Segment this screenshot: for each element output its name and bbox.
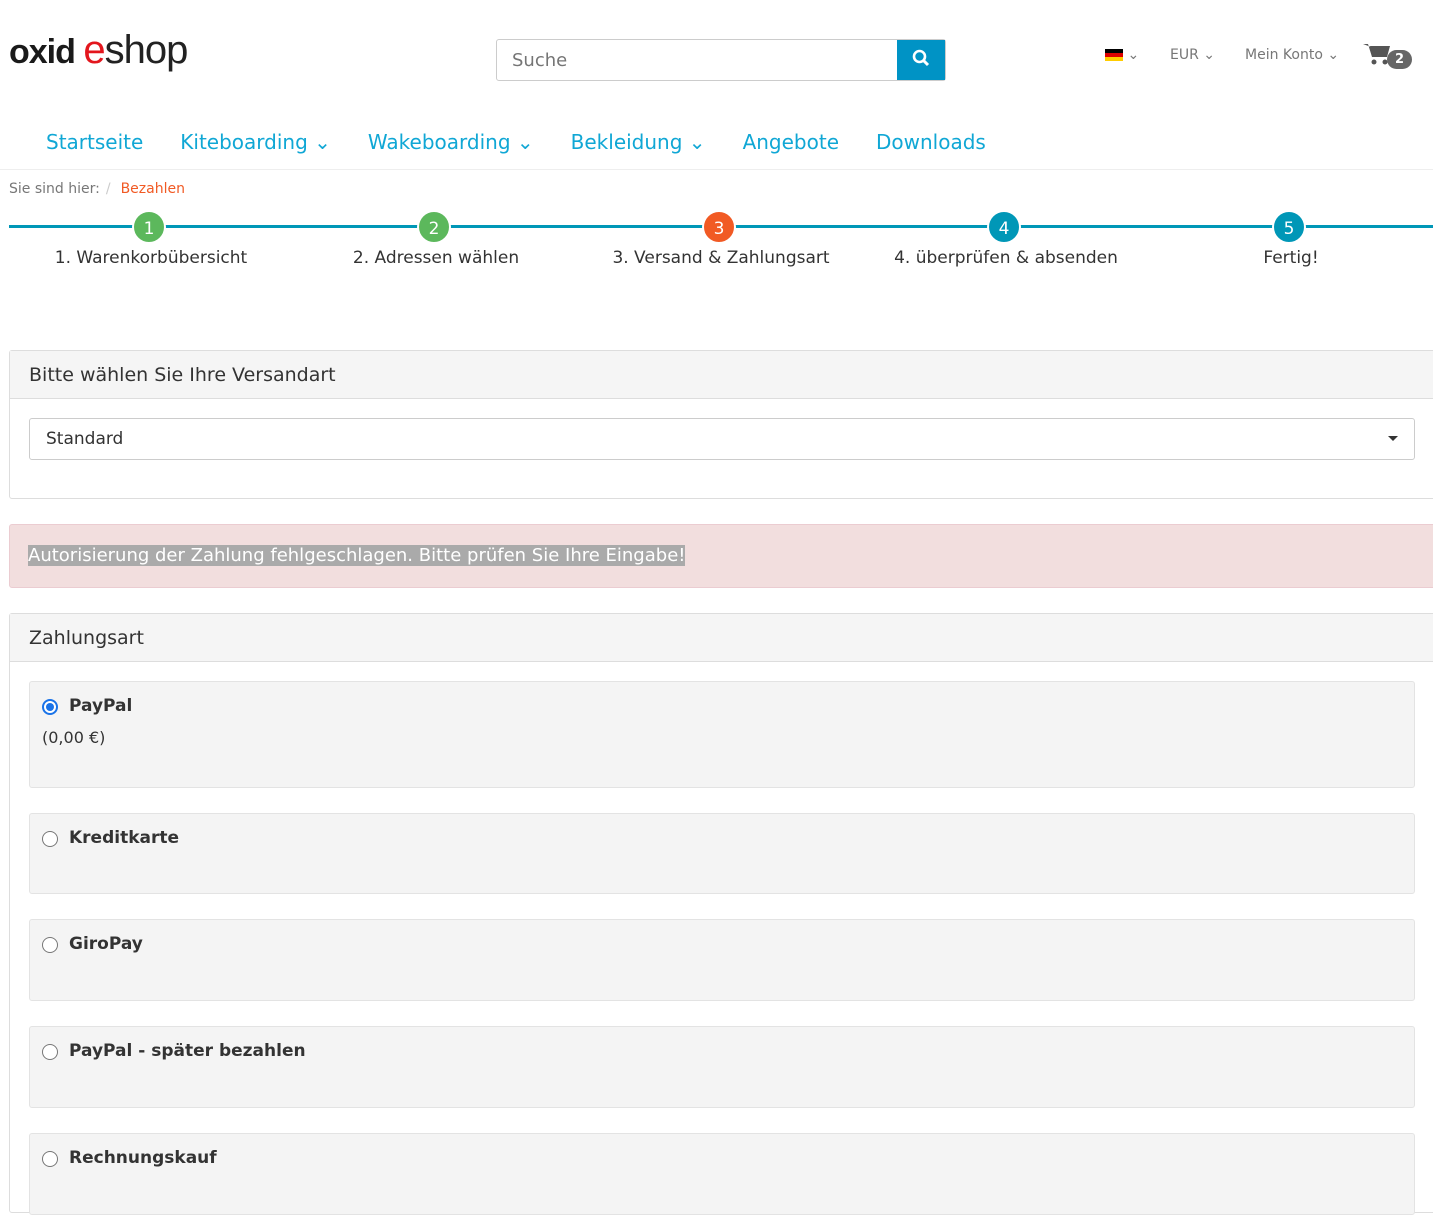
chevron-down-icon: ⌄ <box>1327 47 1340 63</box>
radio-selected[interactable] <box>42 699 58 715</box>
chevron-down-icon: ⌄ <box>516 130 534 154</box>
shipping-panel: Bitte wählen Sie Ihre Versandart Standar… <box>9 350 1433 499</box>
cart-icon <box>1363 44 1390 65</box>
cart-button[interactable]: 2 <box>1363 42 1413 72</box>
breadcrumb-current: Bezahlen <box>120 181 185 197</box>
language-selector[interactable]: ⌄ <box>1105 47 1139 63</box>
chevron-down-icon: ⌄ <box>314 130 331 154</box>
chevron-down-icon: ⌄ <box>688 130 706 154</box>
shipping-title: Bitte wählen Sie Ihre Versandart <box>10 351 1433 399</box>
step-3-label: 3. Versand & Zahlungsart <box>612 248 830 268</box>
account-menu[interactable]: Mein Konto ⌄ <box>1245 47 1340 63</box>
search-icon <box>912 49 930 66</box>
step-1-label[interactable]: 1. Warenkorbübersicht <box>54 248 248 268</box>
nav-bekleidung[interactable]: Bekleidung ⌄ <box>570 130 706 154</box>
chevron-down-icon: ⌄ <box>1203 47 1216 63</box>
payment-option-kreditkarte[interactable]: Kreditkarte <box>29 813 1415 894</box>
breadcrumb: Sie sind hier: / Bezahlen <box>9 181 185 197</box>
currency-selector[interactable]: EUR ⌄ <box>1170 47 1216 63</box>
cart-count-badge: 2 <box>1387 49 1413 69</box>
nav-startseite[interactable]: Startseite <box>46 130 144 154</box>
step-2-circle[interactable]: 2 <box>417 210 451 244</box>
payment-title: Zahlungsart <box>10 614 1433 662</box>
step-5-circle: 5 <box>1272 210 1306 244</box>
nav-angebote[interactable]: Angebote <box>742 130 839 154</box>
price: (0,00 €) <box>42 728 106 747</box>
step-4-circle: 4 <box>987 210 1021 244</box>
chevron-down-icon: ⌄ <box>1127 47 1140 63</box>
step-5-label: Fertig! <box>1263 248 1319 268</box>
nav-kiteboarding[interactable]: Kiteboarding ⌄ <box>180 130 331 154</box>
payment-option-paypal[interactable]: PayPal (0,00 €) <box>29 681 1415 788</box>
error-alert: Autorisierung der Zahlung fehlgeschlagen… <box>9 524 1433 588</box>
logo[interactable]: oxid eshop <box>9 28 188 72</box>
caret-down-icon <box>1388 436 1398 441</box>
payment-option-giropay[interactable]: GiroPay <box>29 919 1415 1001</box>
nav-wakeboarding[interactable]: Wakeboarding ⌄ <box>367 130 534 154</box>
payment-option-rechnungskauf[interactable]: Rechnungskauf <box>29 1133 1415 1215</box>
payment-panel: Zahlungsart PayPal (0,00 €) Kreditkarte G… <box>9 613 1433 1215</box>
nav-downloads[interactable]: Downloads <box>876 130 986 154</box>
shipping-select[interactable]: Standard <box>29 418 1415 460</box>
step-4-label: 4. überprüfen & absenden <box>894 248 1118 268</box>
radio[interactable] <box>42 1151 58 1167</box>
payment-option-paypal-later[interactable]: PayPal - später bezahlen <box>29 1026 1415 1108</box>
divider <box>0 169 1433 170</box>
radio[interactable] <box>42 831 58 847</box>
german-flag-icon <box>1105 49 1123 61</box>
step-3-circle: 3 <box>702 210 736 244</box>
search-input[interactable] <box>497 40 897 80</box>
radio[interactable] <box>42 1044 58 1060</box>
radio[interactable] <box>42 937 58 953</box>
main-nav: Startseite Kiteboarding ⌄ Wakeboarding ⌄… <box>46 130 986 154</box>
search-bar <box>496 39 946 81</box>
search-button[interactable] <box>897 40 945 80</box>
step-1-circle[interactable]: 1 <box>132 210 166 244</box>
step-2-label[interactable]: 2. Adressen wählen <box>352 248 520 268</box>
